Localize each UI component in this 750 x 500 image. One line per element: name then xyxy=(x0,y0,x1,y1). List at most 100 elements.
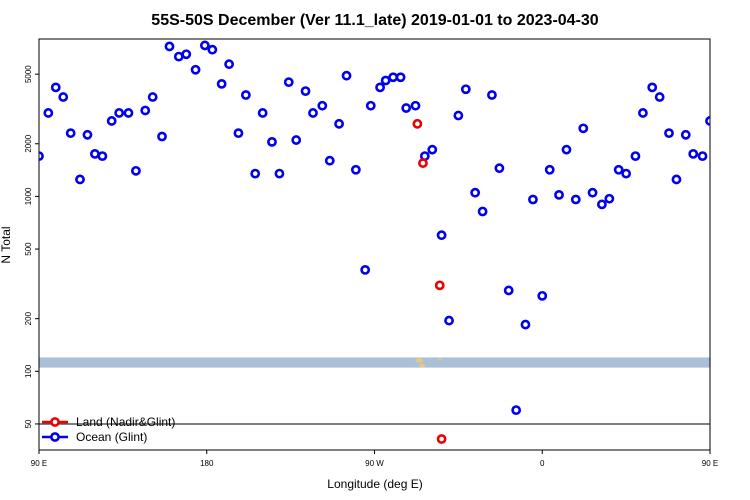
band-smudge xyxy=(415,357,424,363)
data-point xyxy=(324,155,335,166)
y-tick-label: 5000 xyxy=(24,65,33,83)
data-point xyxy=(654,92,665,102)
x-tick-label: 90 E xyxy=(31,459,47,468)
data-point xyxy=(427,144,438,155)
data-point xyxy=(233,128,244,139)
shaded-band xyxy=(39,357,710,368)
data-point xyxy=(308,108,318,118)
data-point xyxy=(418,158,428,169)
data-point xyxy=(224,59,235,70)
data-point xyxy=(587,187,598,198)
data-point xyxy=(544,164,555,175)
plot-frame xyxy=(38,38,711,451)
data-point xyxy=(216,78,227,89)
data-point xyxy=(460,84,471,95)
data-point xyxy=(300,86,311,97)
data-point xyxy=(596,199,607,210)
y-tick-label: 100 xyxy=(24,364,33,378)
data-point xyxy=(494,163,505,174)
data-point xyxy=(190,64,201,75)
data-point xyxy=(470,187,481,198)
data-point xyxy=(157,131,167,142)
data-point xyxy=(436,230,447,241)
data-point xyxy=(630,151,641,162)
data-point xyxy=(257,108,268,118)
data-point xyxy=(705,116,710,126)
x-tick-label: 90 W xyxy=(365,459,384,468)
data-point xyxy=(147,92,158,102)
data-point xyxy=(621,168,632,179)
data-point xyxy=(520,319,531,330)
data-point xyxy=(39,151,44,161)
data-point xyxy=(173,51,184,62)
data-point xyxy=(412,118,423,129)
data-point xyxy=(511,405,522,415)
data-point xyxy=(570,194,581,205)
data-point xyxy=(82,129,93,140)
data-point xyxy=(106,116,117,126)
data-point xyxy=(50,82,61,93)
data-point xyxy=(207,44,218,55)
y-axis-label: N Total xyxy=(0,226,13,263)
x-tick-label: 0 xyxy=(540,459,545,468)
data-point xyxy=(664,128,674,139)
data-point xyxy=(375,82,385,93)
data-point xyxy=(444,315,454,326)
data-point xyxy=(578,123,589,134)
data-point xyxy=(97,151,108,162)
data-point xyxy=(58,92,69,102)
data-point xyxy=(723,109,730,116)
data-point xyxy=(697,151,708,162)
data-point xyxy=(732,167,739,174)
data-point xyxy=(90,148,100,159)
data-point xyxy=(740,107,747,114)
data-point xyxy=(604,193,615,204)
legend-label: Ocean (Glint) xyxy=(76,430,147,444)
data-point xyxy=(75,174,85,185)
y-tick-label: 200 xyxy=(24,311,33,325)
data-point xyxy=(283,77,294,88)
data-point xyxy=(671,174,682,185)
y-tick-label: 50 xyxy=(24,419,33,428)
data-point xyxy=(267,136,277,147)
series-land xyxy=(412,118,447,444)
data-point xyxy=(240,90,251,100)
data-point xyxy=(199,40,210,51)
data-point xyxy=(395,72,406,83)
data-point xyxy=(647,82,658,93)
y-tick-label: 1000 xyxy=(24,187,33,205)
data-point xyxy=(274,168,285,179)
data-point xyxy=(350,164,361,175)
data-point xyxy=(477,206,488,217)
data-point xyxy=(487,90,497,100)
data-point xyxy=(43,108,54,118)
series-ocean xyxy=(39,40,747,415)
data-point xyxy=(688,148,699,159)
data-point xyxy=(164,41,175,52)
data-point xyxy=(716,109,723,116)
data-point xyxy=(554,190,564,200)
data-point xyxy=(528,194,538,205)
legend-label: Land (Nadir&Glint) xyxy=(76,415,175,429)
data-point xyxy=(453,110,464,121)
data-point xyxy=(334,118,344,129)
data-point xyxy=(65,128,76,139)
data-point xyxy=(291,135,302,145)
data-point xyxy=(503,285,514,296)
data-point xyxy=(250,168,261,179)
data-point xyxy=(436,434,447,444)
y-tick-label: 2000 xyxy=(24,134,33,152)
data-point xyxy=(365,100,376,111)
band-smudge xyxy=(437,358,442,361)
data-point xyxy=(380,75,391,86)
data-point xyxy=(434,280,445,291)
data-point xyxy=(317,100,328,111)
data-point xyxy=(360,264,371,275)
data-point xyxy=(638,108,648,118)
band-smudge xyxy=(419,363,426,368)
x-tick-label: 90 E xyxy=(702,459,718,468)
data-point xyxy=(341,70,352,81)
chart-title: 55S-50S December (Ver 11.1_late) 2019-01… xyxy=(151,12,599,29)
data-point xyxy=(388,72,399,83)
